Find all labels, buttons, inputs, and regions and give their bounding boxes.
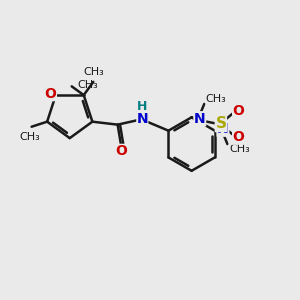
Text: O: O <box>115 144 127 158</box>
Text: CH₃: CH₃ <box>77 80 98 90</box>
Text: CH₃: CH₃ <box>229 143 250 154</box>
Text: N: N <box>194 112 206 126</box>
Text: CH₃: CH₃ <box>83 67 104 76</box>
Text: O: O <box>44 87 56 100</box>
Text: O: O <box>232 103 244 118</box>
Text: H: H <box>137 100 148 113</box>
Text: S: S <box>215 116 226 131</box>
Text: CH₃: CH₃ <box>206 94 226 104</box>
Text: CH₃: CH₃ <box>20 132 40 142</box>
Text: N: N <box>136 112 148 126</box>
Text: N: N <box>217 122 229 136</box>
Text: O: O <box>232 130 244 145</box>
